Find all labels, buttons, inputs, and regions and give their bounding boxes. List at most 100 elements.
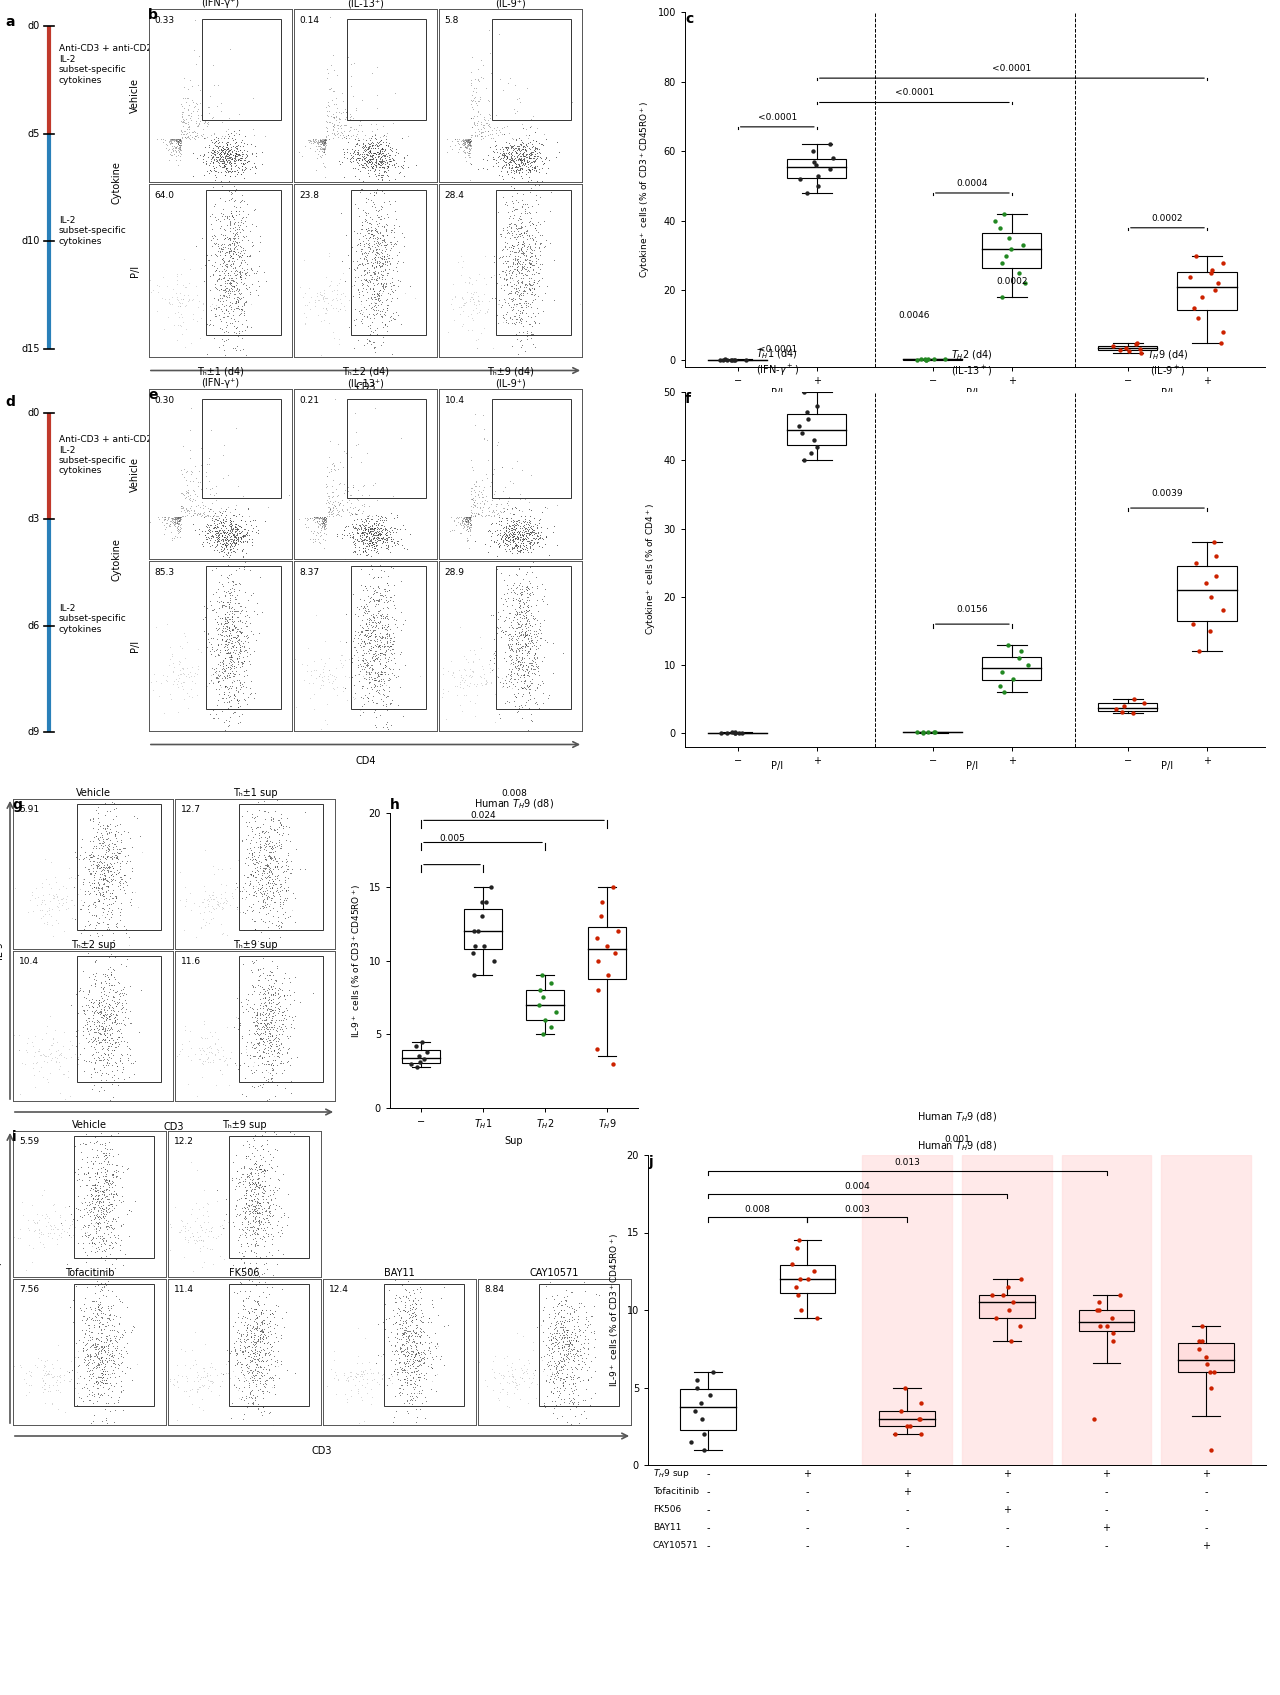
Point [251, 1398, 271, 1425]
Point [225, 142, 246, 170]
Point [312, 134, 333, 161]
Point [394, 1319, 415, 1346]
Point [227, 624, 247, 651]
Point [503, 651, 524, 678]
Point [206, 895, 227, 922]
Point [383, 554, 403, 581]
Point [513, 576, 534, 603]
Point [248, 822, 269, 849]
Point [227, 603, 247, 631]
Point [259, 1198, 279, 1225]
Point [365, 666, 385, 693]
Point [265, 1032, 285, 1059]
Point [410, 1324, 430, 1351]
Point [202, 139, 223, 166]
Point [198, 886, 219, 914]
Point [241, 254, 261, 281]
Point [376, 617, 397, 644]
Point [509, 285, 530, 312]
Point [215, 651, 236, 678]
Point [298, 275, 319, 302]
Point [394, 1364, 415, 1392]
Point [509, 137, 530, 164]
Point [234, 239, 255, 266]
Point [1102, 332, 1123, 359]
Point [369, 149, 389, 176]
Point [507, 534, 527, 561]
Point [312, 129, 333, 156]
Point [513, 229, 534, 256]
Point [504, 153, 525, 180]
Point [209, 503, 229, 531]
Point [35, 890, 55, 917]
Point [174, 85, 195, 112]
Point [232, 1376, 252, 1403]
Point [387, 136, 407, 163]
Point [375, 515, 396, 542]
Point [101, 1032, 122, 1059]
Point [159, 1210, 179, 1237]
Point [525, 661, 545, 688]
Point [37, 1066, 58, 1093]
Point [306, 132, 326, 159]
Point [443, 659, 463, 686]
Point [269, 1175, 289, 1202]
Point [280, 1068, 301, 1095]
Bar [351, 190, 426, 334]
Point [242, 890, 262, 917]
Point [193, 492, 214, 519]
Point [165, 503, 186, 531]
Point [470, 122, 490, 149]
Point [182, 1390, 202, 1417]
Point [170, 649, 191, 676]
Point [88, 1351, 109, 1378]
Point [456, 515, 476, 542]
Point [416, 1387, 436, 1414]
Point [74, 1373, 95, 1400]
Point [407, 1358, 428, 1385]
Point [195, 1219, 215, 1246]
Point [366, 512, 387, 539]
Point [221, 605, 242, 632]
Point [457, 505, 477, 532]
Point [238, 1200, 259, 1227]
Point [105, 1397, 125, 1424]
Point [367, 507, 388, 534]
Point [229, 519, 250, 546]
Point [211, 124, 232, 151]
Point [106, 990, 127, 1017]
Point [219, 225, 239, 253]
Point [484, 503, 504, 531]
Point [495, 142, 516, 170]
Point [212, 247, 233, 275]
Point [248, 1175, 269, 1202]
Point [499, 263, 520, 290]
Point [460, 286, 480, 314]
Point [356, 153, 376, 180]
Point [398, 1400, 419, 1427]
Point [357, 520, 378, 547]
Point [351, 212, 371, 239]
Point [454, 503, 475, 531]
Point [372, 671, 393, 698]
Point [225, 527, 246, 554]
Point [268, 878, 288, 905]
Point [215, 225, 236, 253]
Point [360, 532, 380, 559]
Point [517, 592, 538, 619]
Point [198, 1032, 219, 1059]
Point [247, 995, 268, 1022]
Point [242, 839, 262, 866]
Point [511, 646, 531, 673]
Point [457, 127, 477, 154]
Point [204, 193, 224, 220]
Point [532, 961, 553, 988]
Point [557, 1300, 577, 1327]
Point [462, 485, 483, 512]
Point [340, 114, 361, 141]
Point [261, 1334, 282, 1361]
Point [228, 622, 248, 649]
Point [210, 1056, 230, 1083]
Point [224, 698, 244, 725]
Point [343, 147, 364, 175]
